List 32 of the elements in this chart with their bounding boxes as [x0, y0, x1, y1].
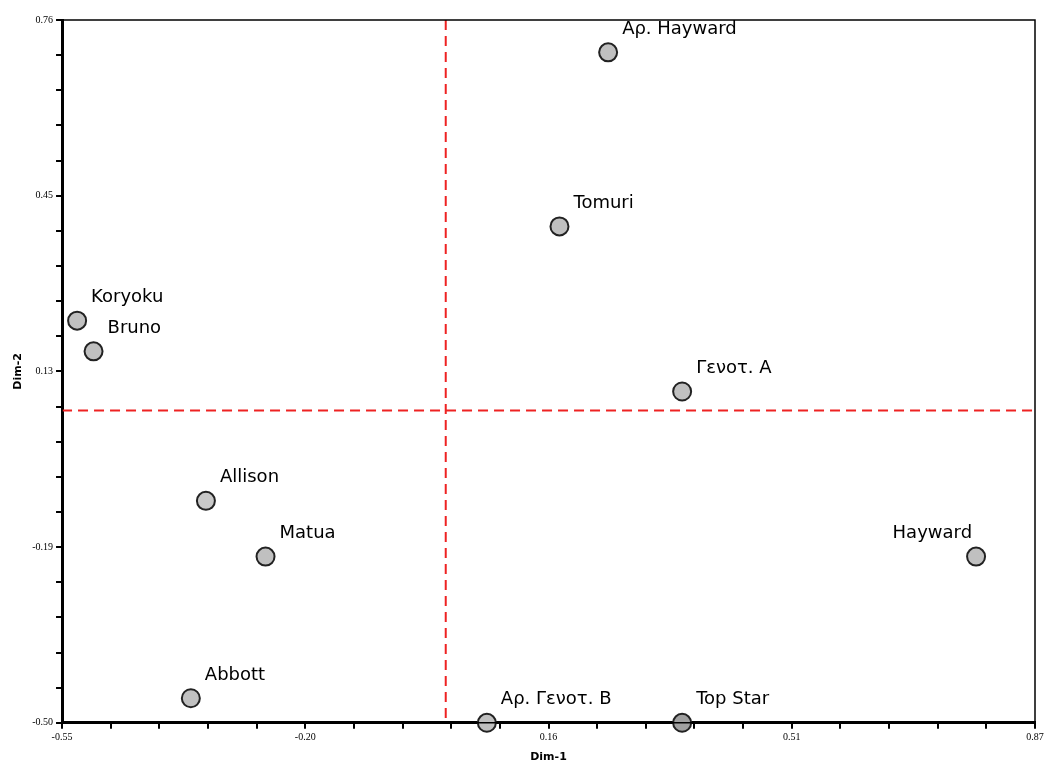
x-tick-label: 0.87 [1026, 731, 1044, 743]
point [966, 546, 987, 567]
point [195, 490, 216, 511]
x-tick-label: 0.51 [783, 731, 801, 743]
point [598, 42, 619, 63]
annotation: Γενοτ. Α [696, 356, 773, 378]
point [83, 341, 104, 362]
y-tick-label: -0.19 [32, 540, 54, 552]
y-tick-label: 0.13 [35, 365, 54, 377]
annotation: Koryoku [91, 285, 164, 307]
x-tick-label: -0.20 [294, 731, 316, 743]
y-tick-label: 0.45 [35, 189, 54, 201]
point [67, 310, 88, 331]
annotation: Allison [219, 465, 280, 487]
y-axis-title: Dim-2 [11, 353, 25, 390]
annotation: Matua [279, 521, 336, 543]
x-axis-title: Dim-1 [530, 750, 567, 764]
point [255, 546, 276, 567]
x-tick-label: 0.16 [539, 731, 558, 743]
y-tick-label: -0.50 [32, 716, 54, 728]
point [672, 381, 693, 402]
point [549, 216, 570, 237]
x-tick-label: -0.55 [51, 731, 73, 743]
point [180, 688, 201, 709]
y-tick-label: 0.76 [35, 13, 54, 25]
annotation: Tomuri [572, 191, 634, 213]
annotation: Hayward [892, 521, 973, 543]
annotation: Αρ. Γενοτ. Β [500, 687, 612, 709]
annotation: Bruno [107, 315, 162, 337]
annotation: Abbott [204, 662, 266, 684]
annotation: Αρ. Hayward [622, 17, 737, 39]
annotation: Top Star [695, 687, 770, 709]
